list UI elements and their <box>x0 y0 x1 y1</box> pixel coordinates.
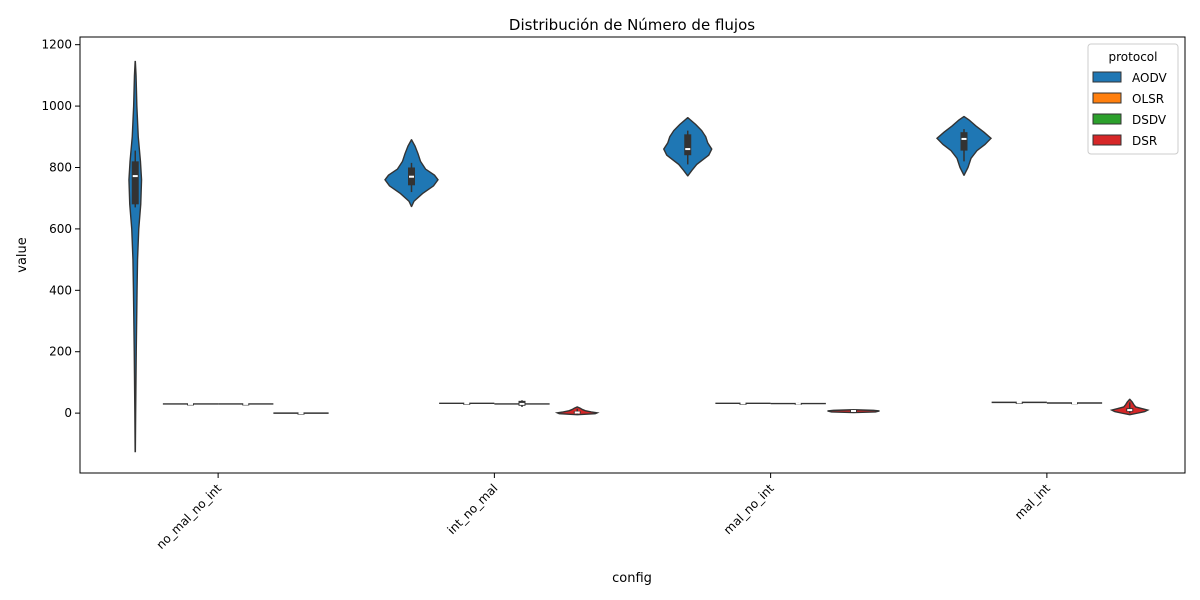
violin-dsdv-mal_no_int <box>770 402 826 405</box>
violin-median <box>685 148 691 151</box>
legend: protocol AODV OLSR DSDV DSR <box>1087 43 1179 155</box>
legend-swatch-dsdv <box>1092 113 1122 125</box>
y-tick-label: 1000 <box>41 99 72 113</box>
violin-aodv-mal_int <box>935 115 993 176</box>
legend-label-olsr: OLSR <box>1132 92 1164 106</box>
x-tick-label: mal_int <box>1012 481 1053 522</box>
violin-iqr-box <box>960 132 968 151</box>
violin-olsr-int_no_mal <box>439 402 495 405</box>
violin-median <box>1127 409 1133 412</box>
violin-body <box>128 60 143 453</box>
violin-olsr-no_mal_no_int <box>162 402 219 406</box>
violin-median <box>740 402 746 405</box>
violin-dsr-int_no_mal <box>554 406 600 416</box>
chart-title: Distribución de Número de flujos <box>509 16 755 34</box>
violin-median <box>1072 401 1077 404</box>
y-tick-label: 1200 <box>41 38 72 52</box>
violin-median <box>1016 401 1022 404</box>
violin-dsr-no_mal_no_int <box>273 412 329 415</box>
violin-median <box>409 175 414 178</box>
violin-dsdv-int_no_mal <box>494 400 550 407</box>
y-tick-label: 200 <box>49 345 72 359</box>
legend-swatch-olsr <box>1092 92 1122 104</box>
violin-median <box>961 137 967 140</box>
violin-aodv-no_mal_no_int <box>128 60 143 453</box>
y-tick-label: 0 <box>64 406 72 420</box>
violin-median <box>298 412 304 415</box>
violin-median <box>132 175 138 178</box>
plot-frame <box>79 36 1186 474</box>
legend-swatch-dsr <box>1092 134 1122 146</box>
violin-olsr-mal_no_int <box>715 402 771 405</box>
legend-title: protocol <box>1109 50 1158 64</box>
y-tick-label: 400 <box>49 283 72 297</box>
violin-median <box>851 409 856 412</box>
legend-label-aodv: AODV <box>1132 71 1167 85</box>
violin-median <box>243 402 249 405</box>
legend-label-dsdv: DSDV <box>1132 113 1167 127</box>
violin-median <box>188 402 193 405</box>
y-tick-label: 600 <box>49 222 72 236</box>
x-tick-label: int_no_mal <box>445 481 501 537</box>
legend-swatch-aodv <box>1092 71 1122 83</box>
violin-iqr-box <box>684 134 692 156</box>
violin-aodv-mal_no_int <box>662 117 713 177</box>
x-axis: no_mal_no_int int_no_mal mal_no_int mal_int <box>154 473 1053 552</box>
violin-olsr-mal_int <box>991 401 1047 404</box>
violin-dsr-mal_no_int <box>827 409 880 414</box>
plot-area <box>128 60 1150 453</box>
x-axis-label: config <box>612 571 652 586</box>
violin-dsdv-mal_int <box>1046 401 1103 405</box>
legend-label-dsr: DSR <box>1132 134 1157 148</box>
x-tick-label: mal_no_int <box>721 481 777 537</box>
violin-median <box>574 411 580 414</box>
violin-median <box>519 402 525 405</box>
violin-median <box>464 402 470 405</box>
y-axis-label: value <box>15 237 30 273</box>
violin-dsr-mal_int <box>1109 398 1150 416</box>
violin-dsdv-no_mal_no_int <box>218 402 274 406</box>
x-tick-label: no_mal_no_int <box>154 481 225 552</box>
violin-median <box>795 402 801 405</box>
violin-aodv-int_no_mal <box>384 139 439 208</box>
violin-iqr-box <box>131 161 139 205</box>
y-tick-label: 800 <box>49 160 72 174</box>
y-axis: 0 200 400 600 800 1000 1200 <box>41 38 80 420</box>
